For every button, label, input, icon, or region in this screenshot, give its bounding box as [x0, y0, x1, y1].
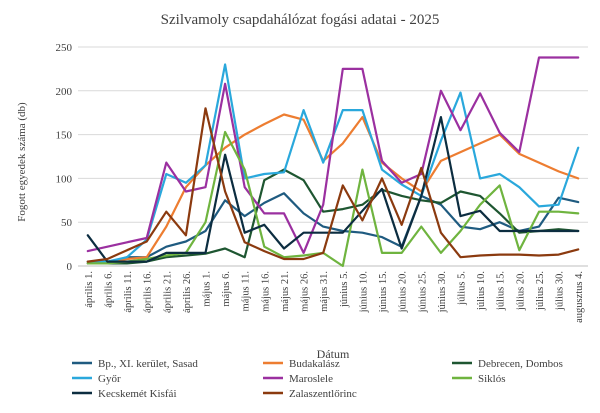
series-line [86, 107, 580, 263]
x-tick-label: július 25. [535, 271, 546, 311]
x-tick-label: augusztus 4. [574, 271, 585, 323]
chart-title: Szilvamoly csapdahálózat fogási adatai -… [161, 12, 440, 28]
y-tick-label: 150 [56, 130, 73, 142]
x-tick-label: április 11. [123, 271, 134, 313]
legend-label: Kecskemét Kisfái [98, 388, 177, 400]
legend-label: Maroslele [289, 373, 333, 385]
x-tick-label: május 1. [202, 271, 213, 307]
x-tick-label: június 5. [339, 271, 350, 308]
x-tick-label: június 20. [398, 271, 409, 313]
legend-label: Zalaszentlőrinc [289, 388, 357, 400]
legend-label: Győr [98, 373, 121, 385]
y-tick-label: 250 [56, 42, 73, 54]
x-tick-label: július 30. [555, 271, 566, 311]
series-line [86, 192, 580, 265]
x-tick-label: május 6. [221, 271, 232, 307]
legend: Bp., XI. kerület, Sasad Budakalász Debrece… [72, 358, 563, 400]
legend-item: Budakalász [263, 358, 340, 370]
x-tick-label: július 10. [476, 271, 487, 311]
x-tick-label: május 16. [260, 271, 271, 312]
legend-label: Debrecen, Dombos [478, 358, 563, 370]
series-line [86, 113, 580, 263]
x-tick-label: június 15. [378, 271, 389, 313]
x-tick-label: április 6. [103, 271, 114, 308]
series-line [86, 115, 580, 263]
x-tick-labels: április 1. április 6. április 11. április 1… [84, 271, 585, 323]
x-tick-label: június 10. [358, 271, 369, 313]
x-tick-label: július 5. [457, 271, 468, 306]
legend-label: Siklós [478, 373, 506, 385]
legend-label: Budakalász [289, 358, 340, 370]
legend-item: Győr [72, 373, 121, 385]
legend-item: Siklós [452, 373, 506, 385]
x-tick-label: május 26. [300, 271, 311, 312]
x-tick-label: július 15. [496, 271, 507, 311]
x-axis-label: Dátum [317, 347, 350, 361]
x-tick-label: június 25. [417, 271, 428, 313]
x-tick-label: május 21. [280, 271, 291, 312]
x-tick-label: június 30. [437, 271, 448, 313]
x-tick-label: április 16. [143, 271, 154, 313]
x-tick-label: május 11. [241, 271, 252, 311]
y-tick-label: 100 [56, 173, 73, 185]
x-tick-label: április 1. [84, 271, 95, 308]
y-tick-label: 0 [67, 261, 73, 273]
x-tick-label: július 20. [515, 271, 526, 311]
y-tick-label: 50 [61, 217, 73, 229]
series-line [86, 56, 580, 254]
legend-item: Maroslele [263, 373, 333, 385]
legend-item: Zalaszentlőrinc [263, 388, 357, 400]
series-line [86, 130, 580, 268]
y-tick-label: 200 [56, 86, 73, 98]
legend-item: Kecskemét Kisfái [72, 388, 177, 400]
x-tick-label: május 31. [319, 271, 330, 312]
series-lines [86, 56, 580, 268]
y-tick-labels: 0 50 100 150 200 250 [56, 42, 73, 273]
series-line [86, 168, 580, 265]
legend-item: Debrecen, Dombos [452, 358, 563, 370]
legend-label: Bp., XI. kerület, Sasad [98, 358, 198, 370]
legend-item: Bp., XI. kerület, Sasad [72, 358, 198, 370]
x-tick-label: április 21. [162, 271, 173, 313]
y-axis-label: Fogott egyedek száma (db) [16, 102, 28, 222]
x-tick-label: április 26. [182, 271, 193, 313]
